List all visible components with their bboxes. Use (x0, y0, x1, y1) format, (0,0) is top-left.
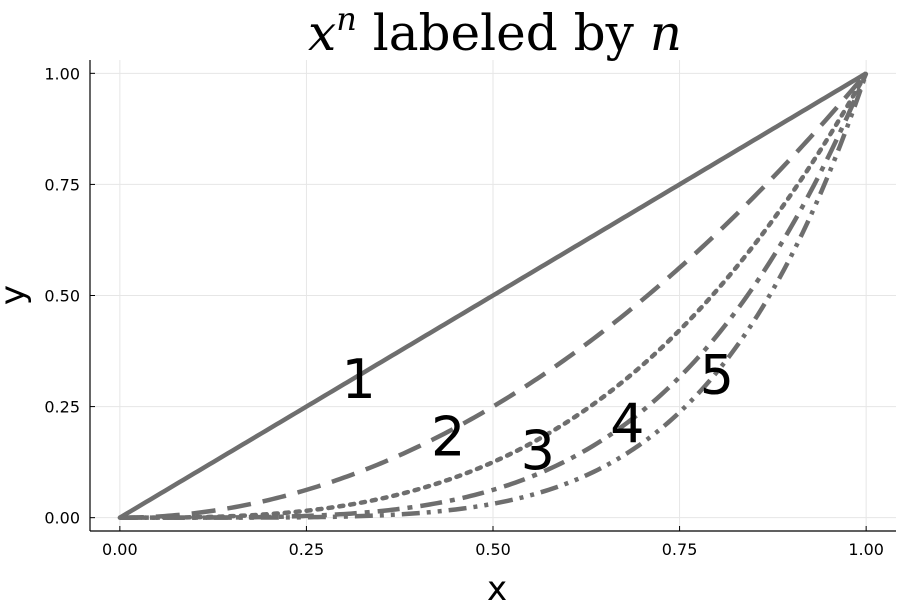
y-tick-label: 1.00 (44, 64, 80, 83)
curve-label-5: 5 (700, 343, 734, 406)
chart-title: xn labeled by n (308, 0, 682, 62)
y-axis-label: y (0, 285, 33, 305)
title-base: x (308, 4, 336, 62)
x-tick-label: 0.75 (662, 540, 698, 559)
x-tick-label: 0.00 (102, 540, 138, 559)
title-text: labeled by (357, 4, 650, 62)
curve-label-2: 2 (431, 406, 465, 469)
x-tick-label: 0.25 (289, 540, 325, 559)
x-axis-label: x (487, 569, 507, 602)
series-layer (117, 71, 869, 520)
y-tick-label: 0.75 (44, 175, 80, 194)
y-tick-label: 0.50 (44, 287, 80, 306)
x-tick-label: 0.50 (475, 540, 511, 559)
series-line-3 (117, 71, 869, 520)
curve-label-3: 3 (521, 419, 555, 482)
title-variable: n (650, 4, 682, 62)
y-tick-label: 0.00 (44, 509, 80, 528)
curve-label-4: 4 (610, 392, 644, 455)
series-line-4 (119, 72, 869, 520)
x-tick-label: 1.00 (848, 540, 884, 559)
curve-label-1: 1 (341, 348, 375, 411)
series-line-2 (119, 71, 868, 520)
curve-labels: 12 3 45 (341, 343, 734, 482)
title-exponent: n (336, 0, 357, 38)
y-tick-label: 0.25 (44, 398, 80, 417)
series-line-1 (118, 71, 868, 520)
axes: 0.00 0.25 0.50 0.75 1.00 0.00 0.25 0.50 0.75 1.00 (44, 60, 896, 559)
